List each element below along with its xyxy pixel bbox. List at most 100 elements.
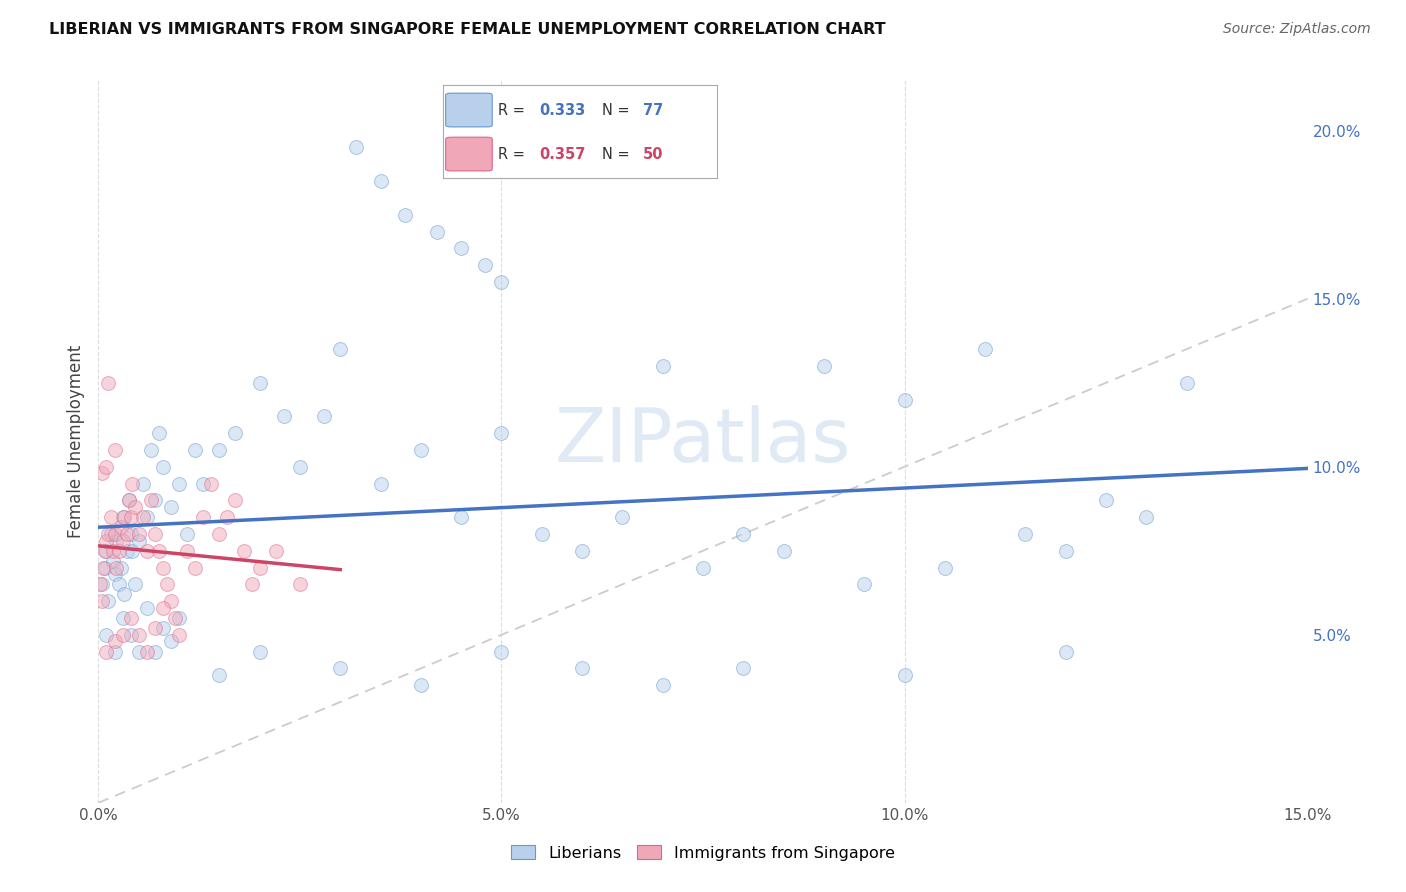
Point [152, 560, 174, 574]
Point [1054, 543, 1077, 558]
Point [1095, 493, 1118, 508]
Point [132, 510, 155, 524]
Point [160, 634, 183, 648]
Point [110, 520, 132, 534]
Point [121, 543, 143, 558]
Point [124, 577, 146, 591]
Point [143, 644, 166, 658]
Point [97, 376, 120, 390]
Point [612, 510, 634, 524]
Point [329, 661, 352, 675]
Point [103, 527, 125, 541]
Text: 0.333: 0.333 [538, 103, 585, 118]
Point [96, 533, 118, 548]
Point [128, 628, 150, 642]
Point [772, 543, 794, 558]
Point [370, 174, 392, 188]
Point [193, 476, 215, 491]
Point [105, 533, 128, 548]
Point [111, 628, 134, 642]
Point [120, 628, 142, 642]
Point [103, 567, 125, 582]
Point [120, 611, 142, 625]
Point [90, 594, 112, 608]
Point [120, 510, 142, 524]
Point [101, 554, 124, 568]
Point [1054, 644, 1077, 658]
Point [118, 493, 141, 508]
Point [733, 661, 755, 675]
Point [167, 611, 190, 625]
Point [409, 678, 432, 692]
Point [288, 459, 311, 474]
Point [89, 577, 111, 591]
Point [160, 500, 183, 514]
Point [733, 527, 755, 541]
Text: LIBERIAN VS IMMIGRANTS FROM SINGAPORE FEMALE UNEMPLOYMENT CORRELATION CHART: LIBERIAN VS IMMIGRANTS FROM SINGAPORE FE… [49, 22, 886, 37]
Point [160, 594, 183, 608]
Point [314, 409, 336, 424]
Point [100, 527, 122, 541]
Point [156, 577, 179, 591]
Point [232, 543, 254, 558]
FancyBboxPatch shape [446, 93, 492, 127]
Point [103, 634, 125, 648]
Point [152, 459, 174, 474]
Point [148, 426, 170, 441]
Point [208, 668, 231, 682]
Point [1175, 376, 1198, 390]
Point [329, 342, 352, 356]
Point [474, 258, 496, 272]
Point [491, 426, 513, 441]
Point [450, 241, 472, 255]
Point [409, 442, 432, 457]
Point [1014, 527, 1036, 541]
Point [148, 543, 170, 558]
Point [96, 543, 118, 558]
Point [118, 493, 141, 508]
Point [651, 678, 673, 692]
Point [249, 644, 271, 658]
Point [107, 577, 129, 591]
Point [94, 560, 117, 574]
Point [934, 560, 956, 574]
Point [224, 426, 246, 441]
Point [651, 359, 673, 373]
Point [124, 500, 146, 514]
Point [1135, 510, 1157, 524]
Text: 50: 50 [643, 146, 664, 161]
Point [115, 543, 138, 558]
Point [344, 140, 367, 154]
Point [288, 577, 311, 591]
Point [100, 510, 122, 524]
Point [121, 476, 143, 491]
Point [193, 510, 215, 524]
Point [853, 577, 876, 591]
Point [135, 644, 157, 658]
Point [107, 543, 129, 558]
Point [128, 644, 150, 658]
Point [571, 543, 593, 558]
Point [571, 661, 593, 675]
Point [217, 510, 239, 524]
Point [96, 644, 118, 658]
Point [128, 527, 150, 541]
FancyBboxPatch shape [446, 137, 492, 171]
Point [132, 476, 155, 491]
Text: ZIPatlas: ZIPatlas [555, 405, 851, 478]
Text: R =: R = [498, 103, 529, 118]
Text: R =: R = [498, 146, 529, 161]
Point [128, 533, 150, 548]
Point [112, 587, 135, 601]
Point [97, 594, 120, 608]
Point [176, 527, 198, 541]
Point [96, 459, 118, 474]
Point [974, 342, 997, 356]
Point [240, 577, 263, 591]
Point [143, 527, 166, 541]
Point [152, 621, 174, 635]
Point [450, 510, 472, 524]
Point [426, 225, 449, 239]
Point [111, 533, 134, 548]
Point [273, 409, 295, 424]
